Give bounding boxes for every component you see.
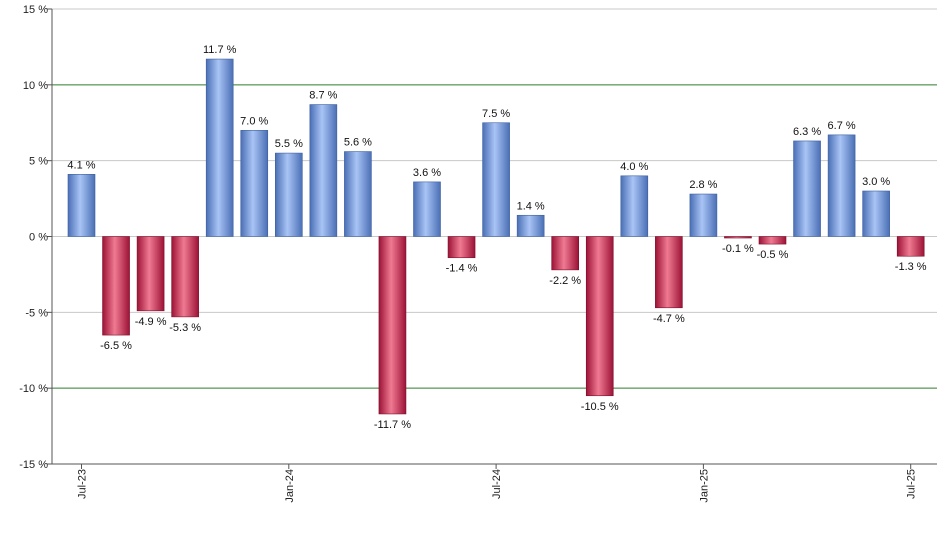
- bar-negative: [585, 236, 614, 397]
- bar-value-label: 11.7 %: [203, 44, 237, 56]
- bar-value-label: -1.3 %: [895, 261, 927, 273]
- bar-negative: [447, 236, 476, 259]
- bar-value-label: 7.0 %: [240, 115, 268, 127]
- bar-value-label: 4.0 %: [620, 161, 648, 173]
- x-tick-label: Jan-24: [284, 469, 296, 503]
- bar-value-label: 6.7 %: [828, 120, 856, 132]
- bar-positive: [827, 134, 856, 237]
- axes: 15 % 10 % 5 % 0 % -5 % -10 % -15 % Jul-23 Jan-24…: [19, 4, 937, 503]
- bar-value-label: 3.0 %: [862, 176, 890, 188]
- bar-positive: [862, 190, 890, 237]
- bar-positive: [482, 122, 510, 237]
- bar-positive: [413, 181, 441, 237]
- bar-value-label: -5.3 %: [169, 322, 201, 334]
- bar-value-label: 4.1 %: [67, 159, 95, 171]
- bar-negative: [758, 236, 787, 245]
- bar-value-label: -10.5 %: [581, 401, 619, 413]
- bar-negative: [551, 236, 580, 271]
- bar-negative: [655, 236, 683, 309]
- bar-value-label: 8.7 %: [309, 90, 337, 102]
- x-tick-label: Jul-24: [491, 469, 503, 499]
- bar-negative: [378, 236, 407, 415]
- bar-value-label: -0.1 %: [722, 243, 754, 255]
- bar-positive: [309, 104, 338, 237]
- bar-value-label: -1.4 %: [446, 263, 478, 275]
- x-tick-label: Jul-25: [906, 469, 918, 499]
- bar-value-label: -4.7 %: [653, 313, 685, 325]
- bar-value-label: -0.5 %: [757, 249, 789, 261]
- bar-value-label: -2.2 %: [549, 275, 581, 287]
- bar-value-label: 3.6 %: [413, 167, 441, 179]
- bar-positive: [516, 214, 545, 237]
- bar-value-label: 5.5 %: [275, 138, 303, 150]
- bar-value-label: -11.7 %: [374, 419, 411, 431]
- bar-positive: [205, 58, 234, 237]
- y-tick-label: -10 %: [19, 383, 48, 395]
- bar-negative: [171, 236, 199, 318]
- bar-value-label: 5.6 %: [344, 137, 372, 149]
- bar-negative: [724, 236, 752, 239]
- y-tick-label: -15 %: [19, 459, 48, 471]
- bar-negative: [136, 236, 165, 312]
- bar-positive: [274, 152, 303, 237]
- y-tick-label: 5 %: [29, 156, 48, 168]
- bar-positive: [689, 193, 718, 237]
- x-tick-label: Jan-25: [698, 469, 710, 503]
- y-tick-label: 15 %: [23, 4, 48, 16]
- bar-value-label: 2.8 %: [689, 179, 717, 191]
- bar-positive: [240, 130, 269, 237]
- y-tick-label: 0 %: [29, 232, 48, 244]
- bar-value-label: 7.5 %: [482, 108, 510, 120]
- data-labels: 4.1 % -6.5 %-4.9 %-5.3 % 11.7 % 7.0 % 5.5 % 8…: [67, 44, 926, 431]
- bar-negative: [102, 236, 130, 336]
- bar-positive: [793, 140, 821, 237]
- x-tick-label: Jul-23: [77, 469, 89, 499]
- bar-positive: [67, 174, 96, 237]
- bars: [67, 58, 925, 415]
- bar-negative: [896, 236, 925, 257]
- y-tick-label: 10 %: [23, 80, 48, 92]
- bar-value-label: 6.3 %: [793, 126, 821, 138]
- bar-value-label: -6.5 %: [100, 340, 132, 352]
- y-tick-label: -5 %: [25, 307, 48, 319]
- bar-value-label: -4.9 %: [135, 316, 167, 328]
- bar-positive: [344, 151, 372, 237]
- bar-positive: [620, 175, 649, 237]
- bar-value-label: 1.4 %: [517, 200, 545, 212]
